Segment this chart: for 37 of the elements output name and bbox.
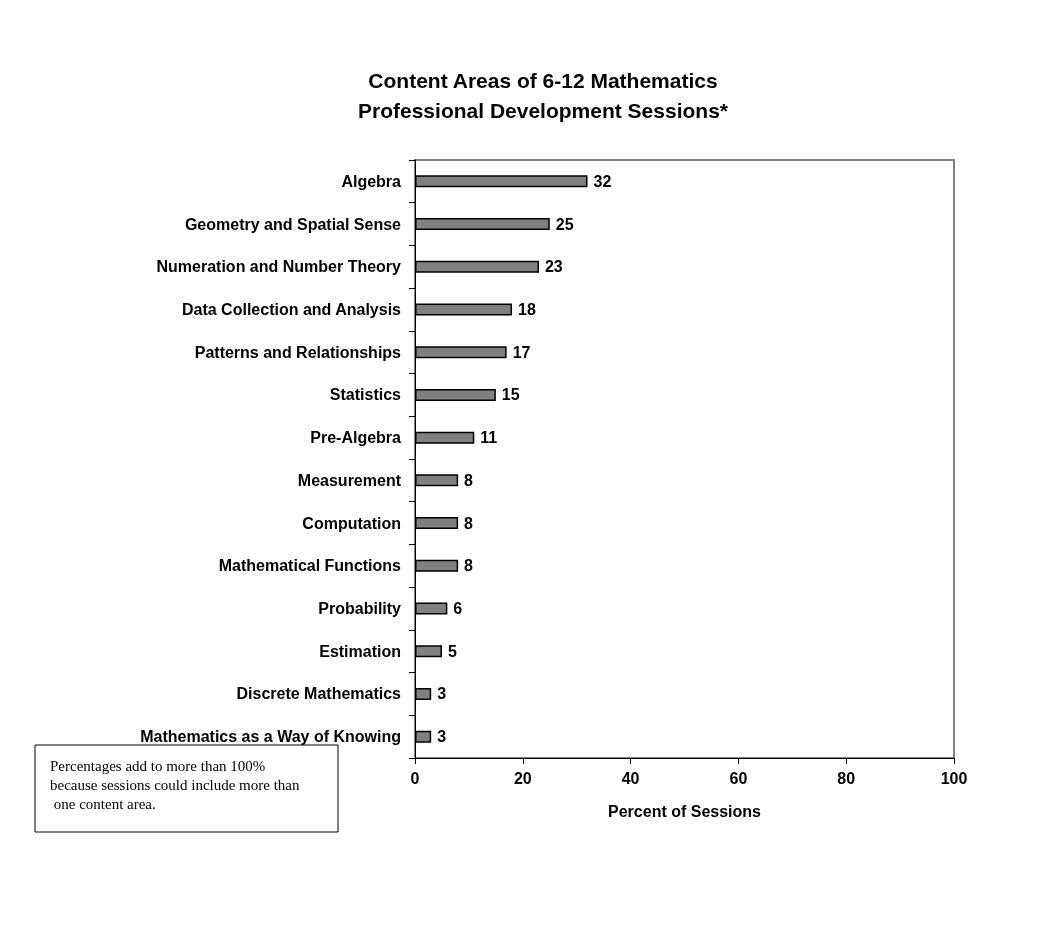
- data-label: 18: [518, 301, 536, 318]
- y-tick-label: Pre-Algebra: [310, 429, 402, 447]
- chart-title: Content Areas of 6-12 Mathematics Professional Development Sessions*: [358, 68, 729, 122]
- data-label: 25: [555, 215, 574, 233]
- y-tick-label: Computation: [302, 514, 401, 532]
- x-axis-title: Percent of Sessions: [608, 802, 762, 820]
- data-label: 15: [501, 386, 520, 404]
- y-tick-label: Statistics: [329, 386, 402, 404]
- y-tick-label: Probability: [318, 600, 402, 617]
- x-tick-label: 80: [837, 769, 856, 787]
- y-tick-label: Data Collection and Analysis: [181, 301, 402, 318]
- data-label: 8: [464, 514, 474, 532]
- y-tick-label: Mathematical Functions: [218, 557, 402, 575]
- data-label: 23: [544, 258, 563, 276]
- y-tick-label: Numeration and Number Theory: [156, 258, 402, 276]
- x-tick-label: 0: [410, 769, 420, 787]
- data-label: 11: [480, 429, 498, 447]
- y-tick-label: Geometry and Spatial Sense: [184, 215, 402, 233]
- data-label: 8: [464, 471, 474, 489]
- y-tick-label: Patterns and Relationships: [194, 343, 402, 361]
- y-tick-label: Algebra: [341, 172, 402, 190]
- data-label: 32: [593, 172, 612, 190]
- x-tick-label: 100: [940, 769, 968, 787]
- y-tick-label: Discrete Mathematics: [236, 685, 402, 703]
- data-label: 17: [512, 343, 531, 361]
- y-tick-label: Measurement: [297, 471, 402, 489]
- text: Percentages add to more than 100% because sessions could include more than one content area.: [50, 757, 301, 812]
- x-tick-label: 40: [621, 769, 640, 787]
- x-tick-label: 20: [513, 769, 532, 787]
- data-label: 5: [447, 642, 457, 660]
- data-label: 8: [464, 557, 474, 575]
- y-tick-label: Estimation: [319, 642, 401, 660]
- data-label: 3: [437, 728, 447, 746]
- data-label: 3: [437, 685, 447, 703]
- data-label: 6: [453, 600, 463, 617]
- x-tick-label: 60: [729, 769, 748, 787]
- y-tick-label: Mathematics as a Way of Knowing: [140, 728, 401, 746]
